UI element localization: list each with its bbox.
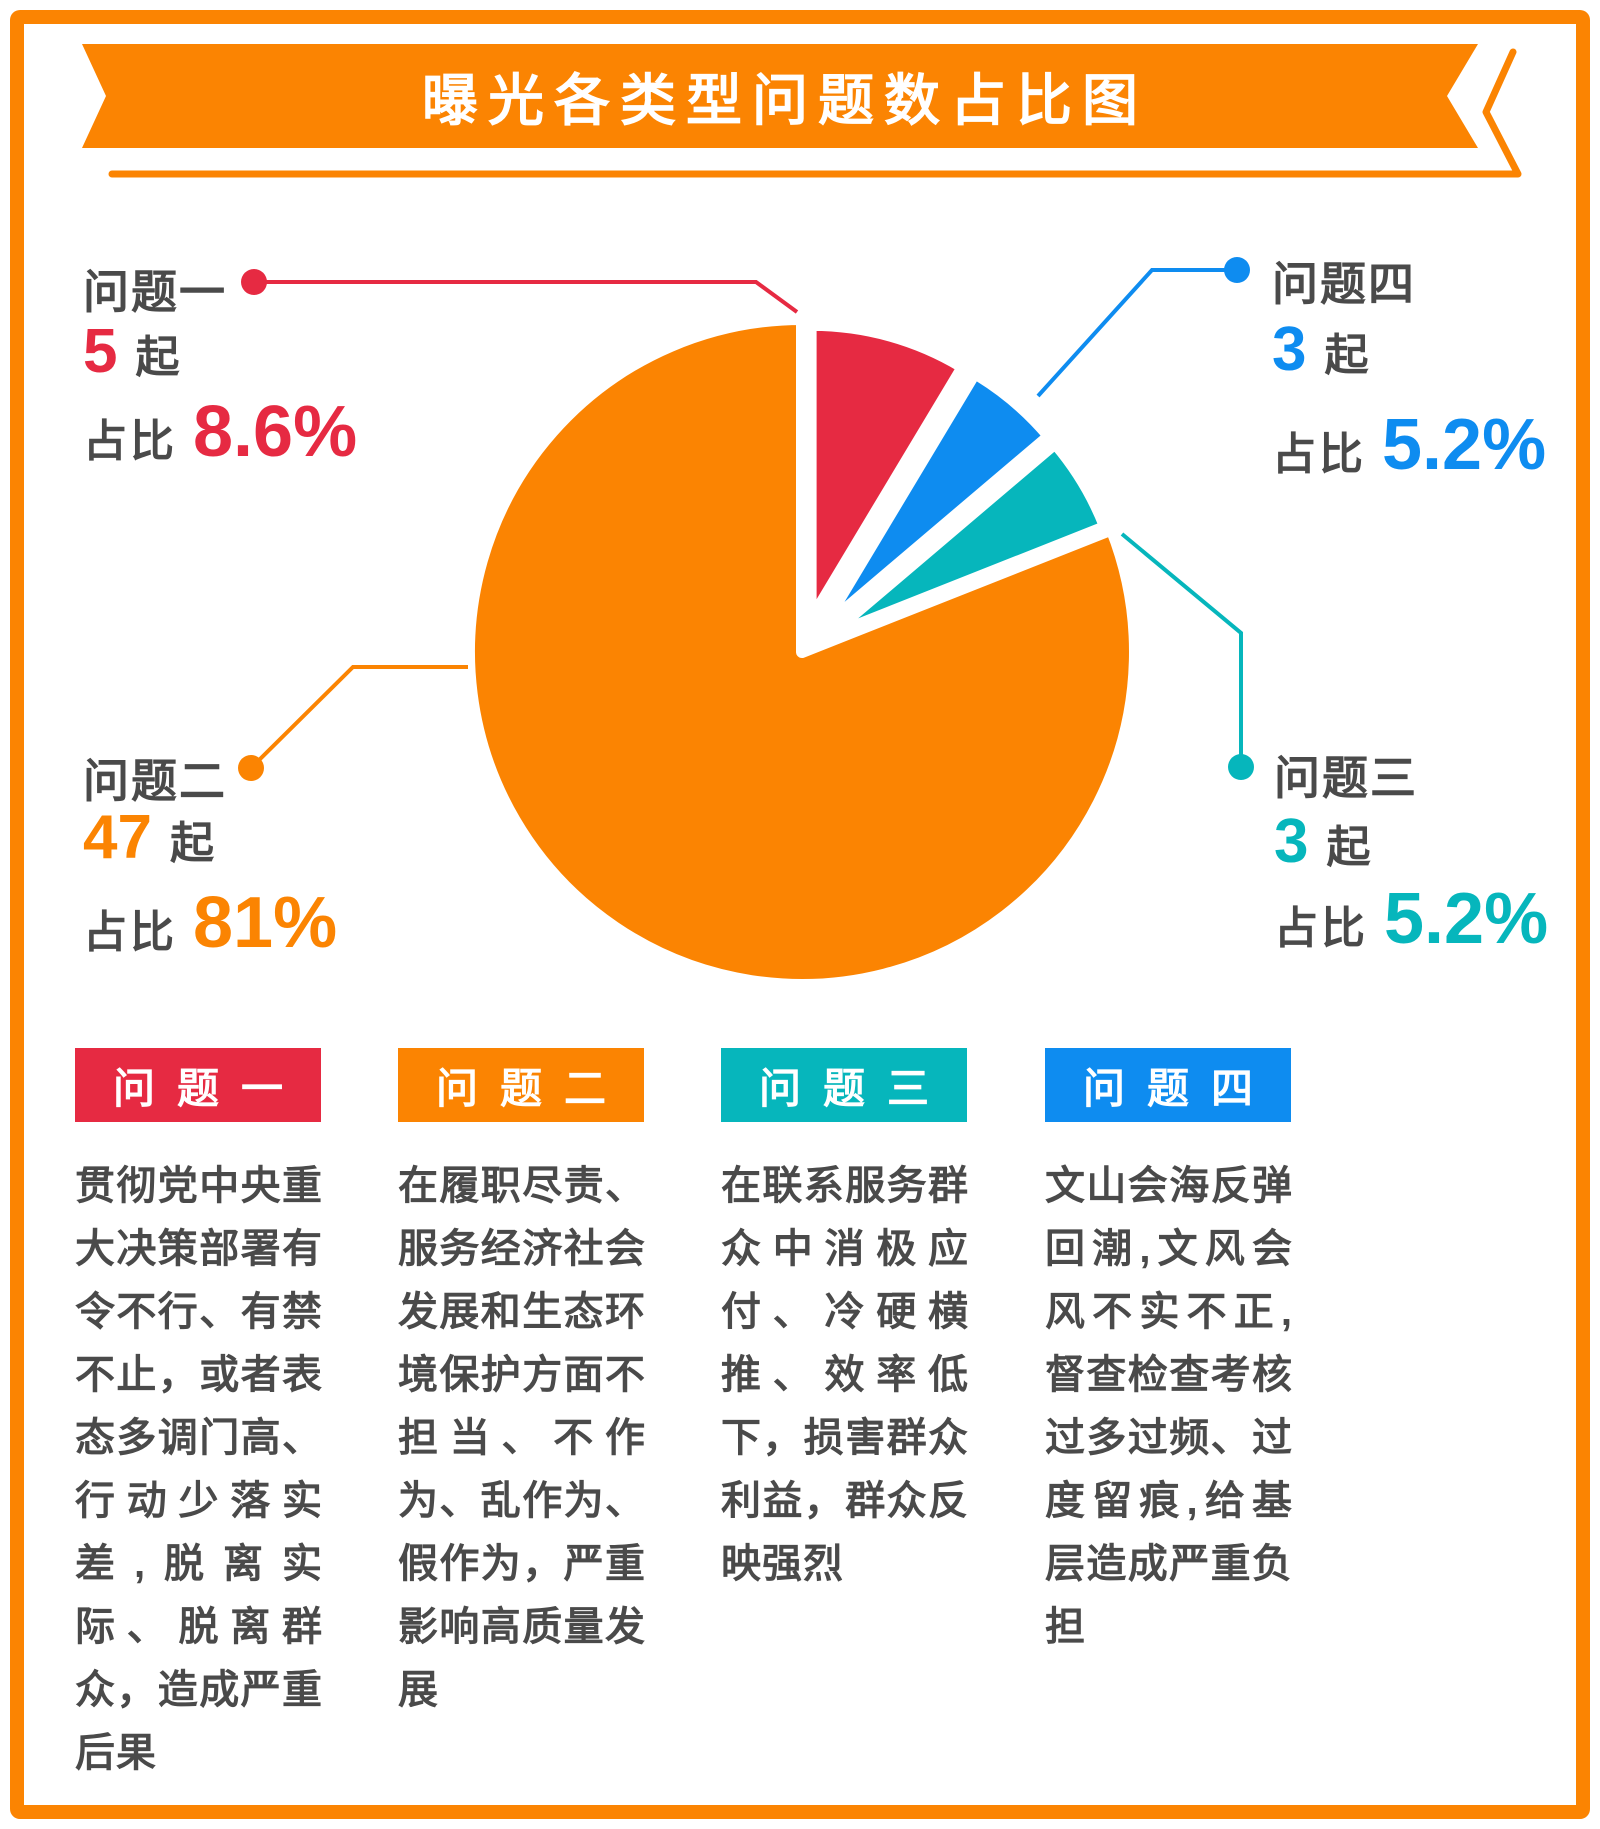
issue2-ratio-prefix: 占比 (83, 908, 177, 957)
issue4-percent: 5.2% (1382, 405, 1547, 485)
issue4-count: 3 (1272, 315, 1307, 384)
issue1-percent: 8.6% (193, 392, 358, 472)
issue1-count: 5 (83, 317, 118, 386)
callout-dot-issue1 (241, 269, 267, 295)
issue4-ratio-prefix: 占比 (1272, 430, 1366, 479)
pie-slice-issue1 (807, 321, 966, 620)
callout-line-issue4 (1036, 268, 1237, 398)
issue1-ratio-prefix: 占比 (83, 417, 177, 466)
issue1-unit: 起 (135, 333, 182, 382)
detail-header-issue2: 问题二 (398, 1048, 644, 1122)
detail-header-issue4: 问题四 (1045, 1048, 1291, 1122)
pie-slice-issue4 (822, 370, 1052, 628)
callout-line-issue2 (249, 665, 468, 770)
issue2-label: 问题二 (83, 755, 227, 807)
issue2-count: 47 (83, 803, 152, 872)
issue4-label: 问题四 (1272, 258, 1416, 310)
detail-text-issue4: 文山会海反弹回潮,文风会风不实不正,督查检查考核过多过频、过度留痕,给基层造成严… (1045, 1164, 1293, 1649)
issue3-count: 3 (1274, 807, 1309, 876)
issue3-label: 问题三 (1274, 752, 1418, 804)
callout-dot-issue3 (1228, 754, 1254, 780)
detail-text-issue2: 在履职尽责、服务经济社会发展和生态环境保护方面不担当、不作为、乱作为、假作为，严… (398, 1164, 646, 1712)
detail-text-issue3: 在联系服务群众中消极应付、冷硬横推、效率低下，损害群众利益，群众反映强烈 (721, 1164, 969, 1586)
detail-header-issue3: 问题三 (721, 1048, 967, 1122)
page-title: 曝光各类型问题数占比图 (422, 68, 1148, 132)
issue1-label: 问题一 (83, 266, 227, 318)
issue2-unit: 起 (169, 819, 216, 868)
banner-underline-ribbon-outline (108, 48, 1522, 178)
issue3-percent: 5.2% (1384, 879, 1549, 959)
pie-slice-issue3 (830, 440, 1108, 637)
callout-dot-issue2 (238, 755, 264, 781)
issue3-ratio-prefix: 占比 (1274, 904, 1368, 953)
issue2-percent: 81% (193, 883, 338, 963)
issue4-unit: 起 (1324, 331, 1371, 380)
callout-line-issue3 (1120, 532, 1243, 767)
detail-text-issue1: 贯彻党中央重大决策部署有令不行、有禁不止，或者表态多调门高、行动少落实差,脱离实… (75, 1164, 323, 1775)
issue3-unit: 起 (1326, 823, 1373, 872)
callout-dot-issue4 (1224, 257, 1250, 283)
pie-slice-issue2 (463, 313, 1141, 991)
callout-line-issue1 (254, 280, 799, 314)
detail-header-issue1: 问题一 (75, 1048, 321, 1122)
banner-ribbon (82, 44, 1478, 148)
